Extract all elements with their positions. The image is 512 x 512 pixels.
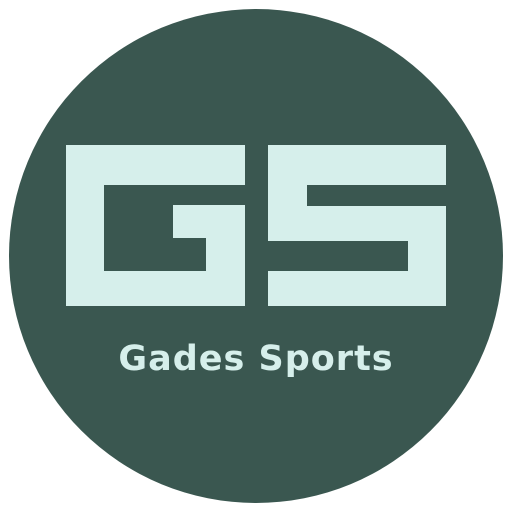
monogram-letter-s	[268, 145, 446, 306]
monogram-letter-g	[66, 145, 245, 306]
brand-name: Gades Sports	[118, 339, 394, 379]
logo-circle	[9, 9, 503, 503]
